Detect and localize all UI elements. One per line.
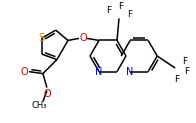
Text: N: N [95,67,103,77]
Text: S: S [39,33,45,43]
Text: O: O [79,33,87,43]
Text: F: F [106,6,112,15]
Text: F: F [118,2,123,11]
Text: O: O [43,89,51,99]
Text: F: F [175,76,180,85]
Text: CH₃: CH₃ [31,101,47,110]
Text: N: N [126,67,134,77]
Text: O: O [20,67,28,77]
Text: F: F [185,68,190,77]
Text: F: F [183,57,188,67]
Text: F: F [127,10,132,19]
